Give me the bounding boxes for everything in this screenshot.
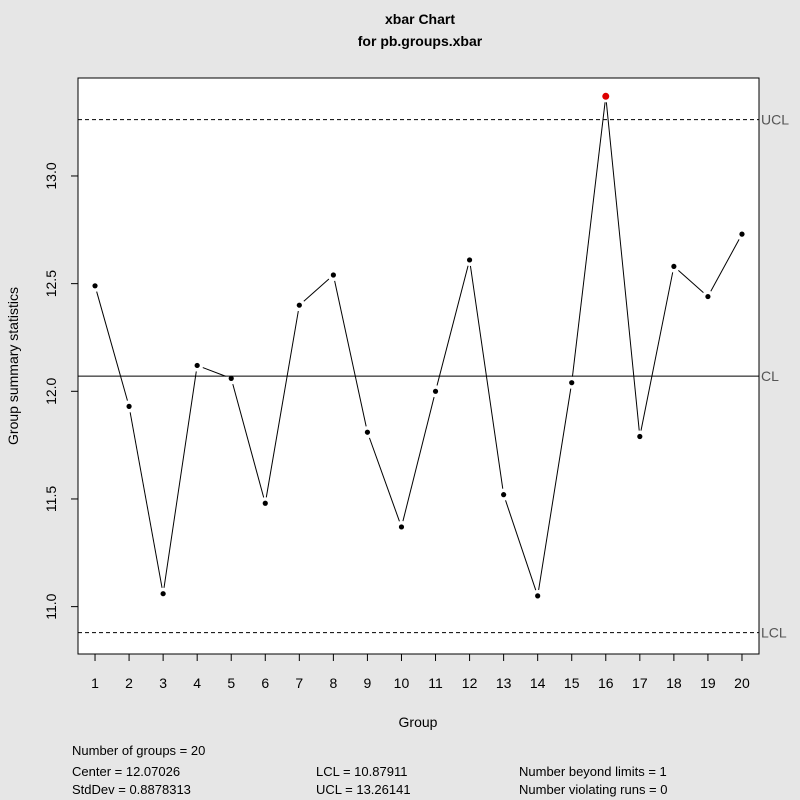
x-tick-label: 13 bbox=[496, 675, 512, 691]
data-point bbox=[739, 231, 745, 237]
series-segment bbox=[163, 371, 197, 588]
stats-number-of-groups: Number of groups = 20 bbox=[72, 743, 206, 758]
series-segment bbox=[265, 310, 299, 498]
series-segment bbox=[538, 388, 572, 591]
series-segment bbox=[436, 265, 469, 386]
x-tick-label: 14 bbox=[530, 675, 546, 691]
series-segment bbox=[202, 367, 226, 377]
data-point bbox=[364, 429, 371, 435]
y-tick-label: 12.5 bbox=[43, 270, 59, 297]
series-segment bbox=[605, 102, 640, 431]
x-tick-label: 4 bbox=[193, 675, 201, 691]
y-tick-label: 13.0 bbox=[43, 162, 59, 189]
series-segment bbox=[96, 291, 128, 401]
data-point bbox=[671, 263, 677, 270]
series-segment bbox=[129, 412, 163, 588]
data-point bbox=[501, 492, 507, 498]
series-segment bbox=[402, 396, 435, 522]
series-segment bbox=[368, 437, 400, 522]
chart-subtitle: for pb.groups.xbar bbox=[358, 33, 483, 49]
series-segment bbox=[710, 239, 740, 292]
series-segment bbox=[303, 278, 330, 302]
data-point bbox=[262, 500, 268, 506]
ucl-label: UCL bbox=[761, 112, 789, 128]
x-tick-label: 7 bbox=[295, 675, 303, 691]
x-tick-label: 6 bbox=[261, 675, 269, 691]
series-segment bbox=[232, 384, 265, 498]
data-point bbox=[535, 593, 541, 599]
data-point bbox=[398, 524, 405, 530]
data-point bbox=[126, 403, 132, 409]
plot-area bbox=[77, 77, 760, 655]
data-point bbox=[92, 283, 98, 289]
data-point bbox=[194, 362, 200, 369]
data-point bbox=[296, 302, 302, 308]
y-tick-label: 11.5 bbox=[43, 486, 59, 512]
data-point bbox=[569, 380, 575, 386]
x-tick-label: 20 bbox=[734, 675, 750, 691]
x-tick-label: 17 bbox=[632, 675, 648, 691]
x-tick-label: 18 bbox=[666, 675, 682, 691]
out-of-control-point bbox=[602, 92, 610, 100]
data-point bbox=[705, 293, 711, 300]
series-segment bbox=[640, 272, 674, 431]
x-tick-label: 3 bbox=[159, 675, 167, 691]
series-segment bbox=[469, 265, 504, 489]
data-point bbox=[466, 257, 473, 263]
chart-title: xbar Chart bbox=[385, 11, 455, 27]
stats-center: Center = 12.07026 bbox=[72, 764, 181, 779]
series-segment bbox=[505, 500, 537, 591]
x-tick-label: 19 bbox=[700, 675, 716, 691]
stats-beyond-limits: Number beyond limits = 1 bbox=[519, 764, 667, 779]
x-tick-label: 2 bbox=[125, 675, 133, 691]
x-tick-label: 16 bbox=[598, 675, 614, 691]
data-point bbox=[330, 272, 336, 278]
x-tick-label: 1 bbox=[91, 675, 99, 691]
center-label: CL bbox=[761, 368, 779, 384]
x-tick-label: 8 bbox=[329, 675, 337, 691]
data-point bbox=[432, 388, 439, 394]
lcl-label: LCL bbox=[761, 625, 787, 641]
data-point bbox=[160, 591, 166, 597]
data-point bbox=[228, 375, 234, 381]
y-tick-label: 12.0 bbox=[43, 377, 59, 404]
series-segment bbox=[678, 270, 704, 293]
y-axis-label: Group summary statistics bbox=[5, 287, 21, 445]
stats-violating-runs: Number violating runs = 0 bbox=[519, 782, 668, 797]
x-axis-label: Group bbox=[399, 714, 438, 730]
x-tick-label: 9 bbox=[364, 675, 372, 691]
x-tick-label: 15 bbox=[564, 675, 580, 691]
stats-ucl: UCL = 13.26141 bbox=[316, 782, 411, 797]
stats-stddev: StdDev = 0.8878313 bbox=[72, 782, 191, 797]
x-tick-label: 11 bbox=[428, 675, 443, 691]
stats-lcl: LCL = 10.87911 bbox=[316, 764, 408, 779]
x-tick-label: 10 bbox=[394, 675, 410, 691]
x-tick-label: 5 bbox=[227, 675, 235, 691]
y-tick-label: 11.0 bbox=[43, 593, 59, 619]
x-tick-label: 12 bbox=[462, 675, 478, 691]
series-segment bbox=[571, 102, 606, 377]
data-point bbox=[637, 433, 643, 440]
series-segment bbox=[334, 280, 367, 427]
